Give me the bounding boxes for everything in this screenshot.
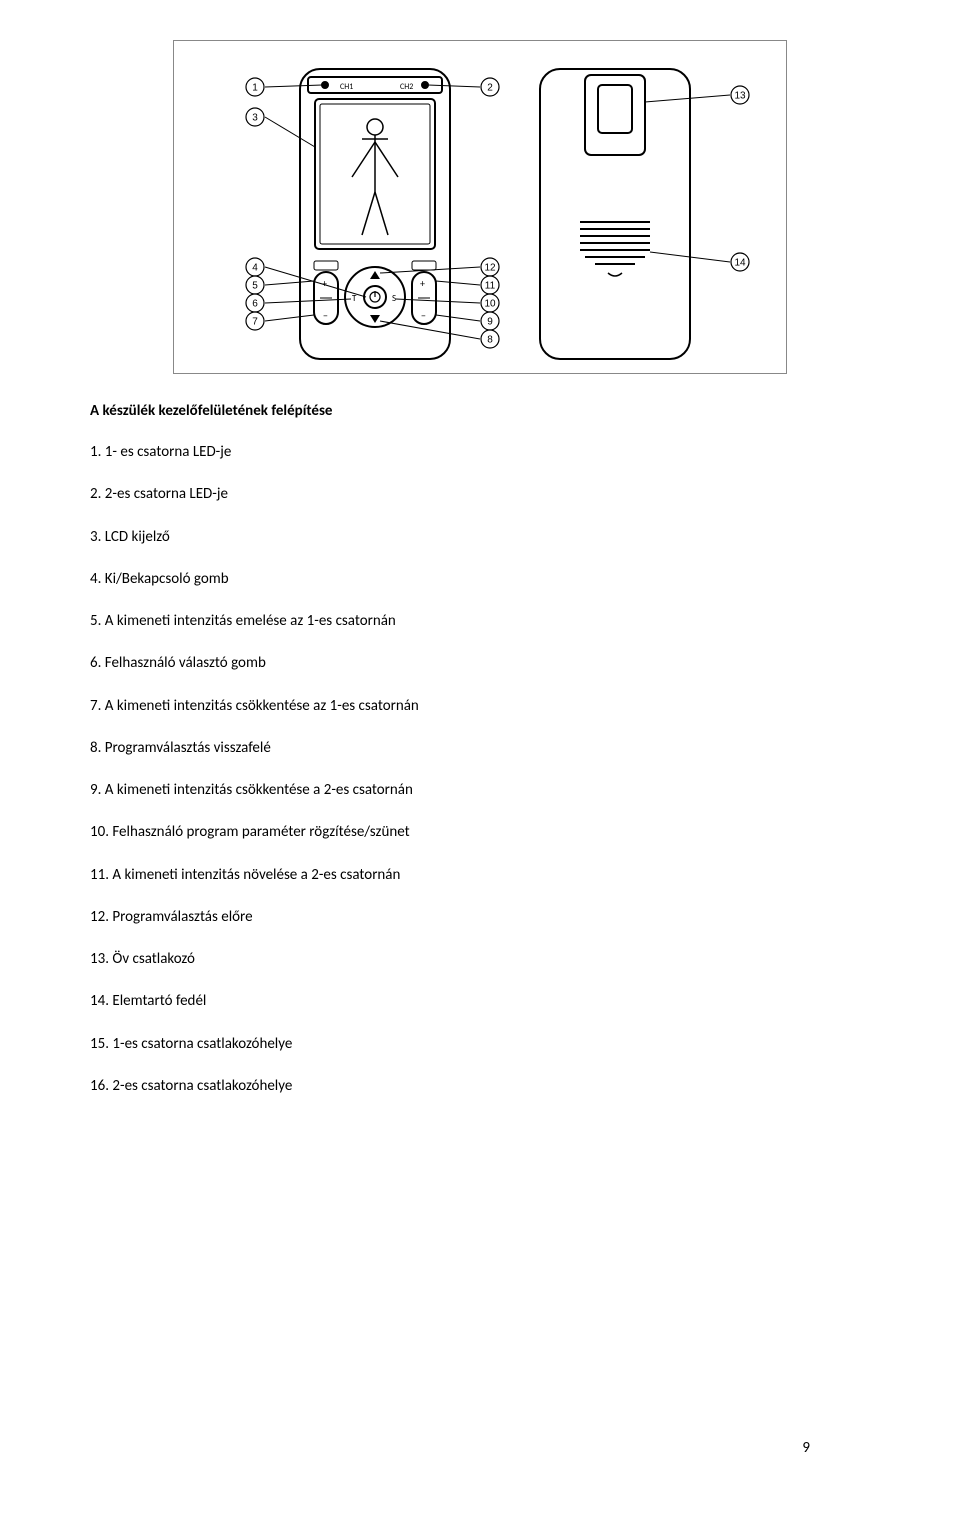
svg-text:7: 7 [252,317,258,328]
label-ch2: CH2 [400,82,413,92]
list-item: 13. Öv csatlakozó [90,949,870,969]
list-item: 5. A kimeneti intenzitás emelése az 1-es… [90,611,870,631]
list-item: 11. A kimeneti intenzitás növelése a 2-e… [90,865,870,885]
svg-text:13: 13 [734,91,746,102]
list-item: 14. Elemtartó fedél [90,991,870,1011]
svg-text:9: 9 [487,317,493,328]
list-item: 1. 1- es csatorna LED-je [90,442,870,462]
section-title: A készülék kezelőfelületének felépítése [90,402,870,420]
page-number: 9 [802,1439,810,1457]
feature-list: 1. 1- es csatorna LED-je 2. 2-es csatorn… [90,442,870,1096]
list-item: 16. 2-es csatorna csatlakozóhelye [90,1076,870,1096]
svg-text:10: 10 [484,299,496,310]
label-t: T [352,293,357,304]
label-ch1: CH1 [340,82,353,92]
list-item: 2. 2-es csatorna LED-je [90,484,870,504]
list-item: 10. Felhasználó program paraméter rögzít… [90,822,870,842]
list-item: 9. A kimeneti intenzitás csökkentése a 2… [90,780,870,800]
list-item: 6. Felhasználó választó gomb [90,653,870,673]
svg-text:4: 4 [252,263,258,274]
label-s: S [392,293,396,304]
svg-text:1: 1 [252,83,258,94]
svg-text:+: + [322,277,327,290]
svg-text:3: 3 [252,113,258,124]
list-item: 4. Ki/Bekapcsoló gomb [90,569,870,589]
list-item: 7. A kimeneti intenzitás csökkentése az … [90,696,870,716]
device-figure-container: CH1 CH2 [90,40,870,374]
list-item: 15. 1-es csatorna csatlakozóhelye [90,1034,870,1054]
svg-text:11: 11 [485,281,496,292]
svg-text:8: 8 [487,335,493,346]
svg-text:6: 6 [252,299,258,310]
svg-text:5: 5 [252,281,258,292]
svg-text:+: + [420,277,425,290]
list-item: 3. LCD kijelző [90,527,870,547]
svg-text:2: 2 [487,83,493,94]
device-figure: CH1 CH2 [173,40,787,374]
svg-text:−: − [421,309,426,322]
list-item: 8. Programválasztás visszafelé [90,738,870,758]
list-item: 12. Programválasztás előre [90,907,870,927]
device-diagram-svg: CH1 CH2 [180,47,780,367]
svg-text:14: 14 [734,258,746,269]
svg-text:−: − [323,309,328,322]
svg-text:12: 12 [484,263,496,274]
